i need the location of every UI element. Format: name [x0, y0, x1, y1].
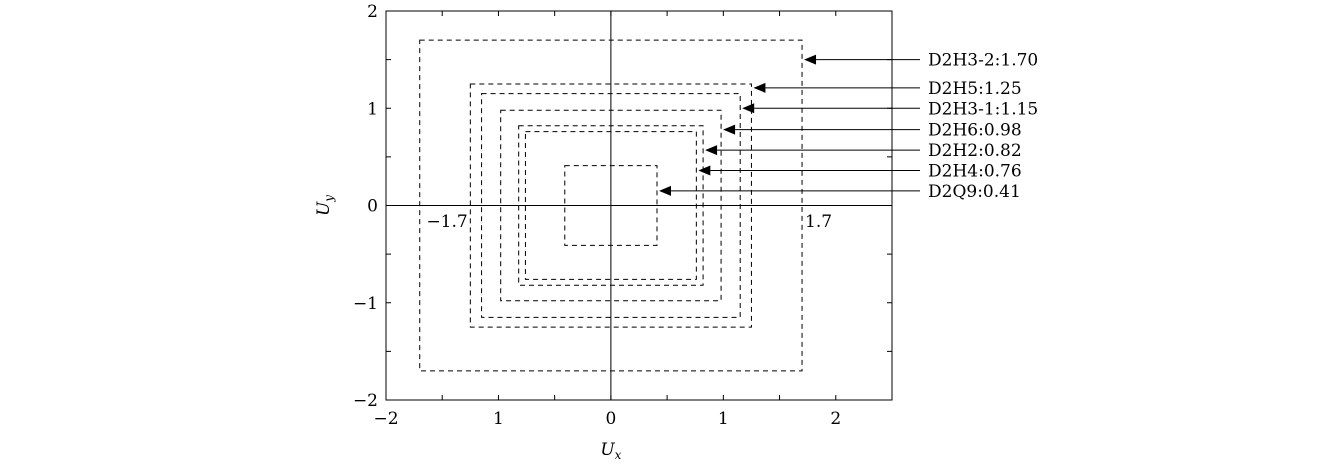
- y-tick-label: 0: [367, 197, 378, 217]
- annotations-group: −1.7 1.7: [426, 212, 832, 232]
- annotation-0: −1.7: [426, 212, 467, 232]
- x-axis-title: Ux: [600, 440, 621, 462]
- y-axis-title: Uy: [314, 195, 336, 216]
- x-tick-label: −2: [373, 409, 398, 429]
- series-label-d2h4-0-76: D2H4:0.76: [928, 161, 1022, 181]
- arrow-head-d2h4-0-76: [698, 165, 711, 176]
- annotation-1: 1.7: [805, 212, 832, 232]
- y-axis-title-text: Uy: [314, 195, 336, 216]
- series-label-d2h2-0-82: D2H2:0.82: [928, 141, 1022, 161]
- plot-frame: [385, 10, 893, 401]
- ticks-group: −2 1 0 1 2 −2 −1 0 1 2: [353, 2, 893, 429]
- series-label-d2h3-1-1-15: D2H3-1:1.15: [928, 99, 1038, 119]
- arrow-head-d2h3-1-1-15: [742, 103, 755, 114]
- x-tick-label: 0: [605, 409, 616, 429]
- arrow-head-d2h2-0-82: [705, 145, 718, 156]
- y-tick-label: −2: [353, 391, 378, 411]
- y-tick-label: −1: [353, 294, 378, 314]
- series-label-d2h6-0-98: D2H6:0.98: [928, 121, 1022, 141]
- y-axis-title-subscript: y: [322, 195, 336, 203]
- x-axis-title-text: Ux: [600, 440, 621, 462]
- x-tick-label: 2: [830, 409, 841, 429]
- arrow-head-d2h6-0-98: [723, 124, 736, 135]
- arrow-head-d2h3-2-1-70: [804, 54, 817, 65]
- x-tick-label: 1: [718, 409, 729, 429]
- series-label-d2h3-2-1-70: D2H3-2:1.70: [928, 51, 1038, 71]
- series-label-d2h5-1-25: D2H5:1.25: [928, 79, 1022, 99]
- x-axis-title-subscript: x: [615, 448, 622, 462]
- y-tick-label: 2: [367, 2, 378, 22]
- y-tick-label: 1: [367, 99, 378, 119]
- x-tick-label: 1: [493, 409, 504, 429]
- arrow-head-d2q9-0-41: [658, 185, 671, 196]
- arrow-head-d2h5-1-25: [753, 82, 766, 93]
- arrows-group: D2H3-2:1.70 D2H5:1.25D2H3-1:1.15D2H6:0.98…: [658, 51, 1038, 202]
- series-label-d2q9-0-41: D2Q9:0.41: [928, 182, 1021, 202]
